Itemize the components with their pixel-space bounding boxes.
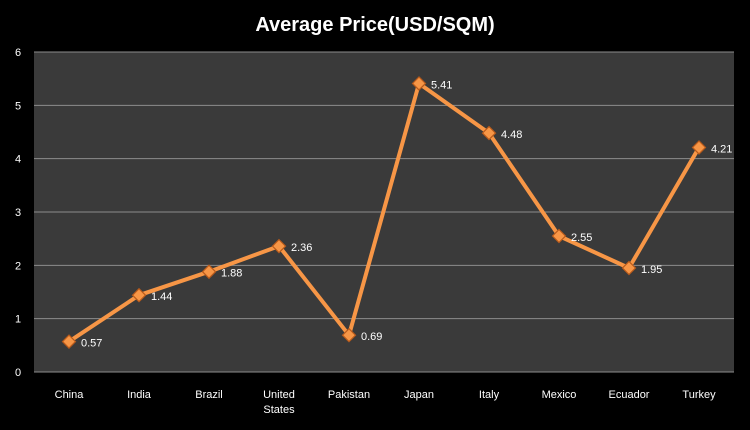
x-tick-label: India [127,389,152,401]
series-line-layer [67,81,701,344]
data-point-marker [271,238,287,254]
x-tick-label: United States [263,389,295,416]
data-label: 1.95 [641,264,662,276]
y-tick-label: 5 [15,100,21,112]
x-tick-label: Japan [404,389,434,401]
x-axis: China India Brazil United States Pakistan Japa… [55,389,716,416]
data-point-marker [481,125,497,141]
data-point-marker [61,334,77,349]
data-label: 2.55 [571,232,592,244]
series-line [67,81,701,344]
y-tick-label: 6 [15,47,21,59]
x-tick-label: Pakistan [328,389,370,401]
y-tick-label: 3 [15,207,21,219]
chart-title: Average Price(USD/SQM) [255,14,494,36]
data-label: 1.88 [221,268,242,280]
x-tick-label: China [55,389,85,401]
data-label: 4.48 [501,129,522,141]
data-point-marker [551,228,567,244]
x-tick-label: Mexico [542,389,577,401]
data-label: 0.69 [361,331,382,343]
data-label-layer: 0.57 1.44 1.88 2.36 0.69 5.41 4.48 2.55 1.95 4.21 [81,79,732,349]
data-label: 4.21 [711,143,732,155]
data-label: 5.41 [431,79,452,91]
data-point-marker [411,76,427,91]
x-tick-label: Italy [479,389,500,401]
data-label: 2.36 [291,242,312,254]
marker-layer [61,76,707,349]
y-tick-label: 4 [15,154,21,166]
data-point-marker [621,260,637,276]
y-tick-label: 0 [15,367,21,379]
data-label: 0.57 [81,338,102,350]
gridlines [34,51,734,373]
x-tick-label: Turkey [682,389,716,401]
data-point-marker [201,264,217,280]
y-tick-label: 1 [15,314,21,326]
data-point-marker [341,327,357,343]
data-point-marker [691,140,707,155]
y-tick-label: 2 [15,260,21,272]
x-tick-label: Brazil [195,389,223,401]
y-axis: 0 1 2 3 4 5 6 [15,47,21,379]
x-tick-label: Ecuador [609,389,650,401]
data-label: 1.44 [151,291,172,303]
data-point-marker [131,287,147,303]
